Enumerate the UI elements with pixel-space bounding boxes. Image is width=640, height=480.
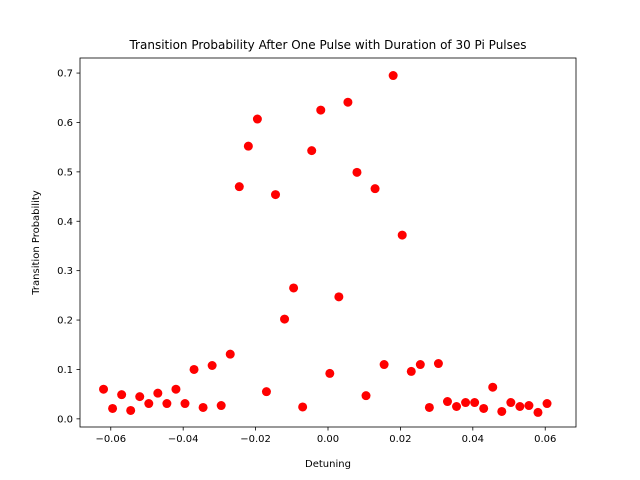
y-tick-label: 0.4 — [57, 217, 73, 228]
y-tick-label: 0.7 — [57, 69, 73, 80]
data-point — [126, 405, 136, 415]
data-point — [488, 382, 498, 392]
x-tick-label: 0.02 — [389, 434, 411, 445]
data-point — [506, 398, 516, 408]
data-point — [352, 167, 362, 177]
data-point — [108, 403, 118, 413]
data-point — [388, 71, 398, 81]
y-tick-label: 0.5 — [57, 167, 73, 178]
x-tick-label: −0.04 — [168, 434, 199, 445]
y-tick-label: 0.0 — [57, 414, 73, 425]
data-point — [252, 114, 262, 124]
data-point — [216, 401, 226, 411]
data-point — [271, 190, 281, 200]
data-point — [162, 399, 172, 409]
data-point — [298, 402, 308, 412]
data-point — [343, 97, 353, 107]
points-layer — [99, 71, 552, 417]
x-axis: −0.06 −0.04 −0.02 0.00 0.02 0.04 0.06 — [95, 427, 556, 445]
data-point — [370, 184, 380, 194]
data-point — [442, 397, 452, 407]
data-point — [189, 364, 199, 374]
y-axis: 0.0 0.1 0.2 0.3 0.4 0.5 0.6 0.7 — [57, 69, 80, 425]
data-point — [533, 407, 543, 417]
data-point — [280, 314, 290, 324]
data-point — [397, 230, 407, 240]
data-point — [497, 406, 507, 416]
y-tick-label: 0.3 — [57, 266, 73, 277]
x-tick-label: −0.06 — [95, 434, 126, 445]
data-point — [361, 391, 371, 401]
data-point — [325, 368, 335, 378]
data-point — [334, 292, 344, 302]
data-point — [198, 402, 208, 412]
data-point — [261, 387, 271, 397]
data-point — [406, 366, 416, 376]
x-axis-label: Detuning — [305, 459, 351, 470]
data-point — [479, 403, 489, 413]
data-point — [515, 402, 525, 411]
x-tick-label: 0.04 — [462, 434, 484, 445]
data-point — [542, 399, 552, 409]
data-point — [379, 360, 389, 370]
data-point — [470, 398, 480, 408]
x-tick-label: −0.02 — [240, 434, 271, 445]
y-axis-label: Transition Probability — [31, 190, 42, 295]
data-point — [316, 105, 326, 115]
data-point — [307, 146, 317, 156]
data-point — [180, 399, 190, 409]
data-point — [135, 392, 145, 402]
data-point — [452, 402, 462, 411]
data-point — [225, 349, 235, 359]
data-point — [433, 359, 443, 369]
data-point — [424, 402, 434, 412]
data-point — [207, 361, 217, 370]
data-point — [415, 360, 425, 370]
chart-title: Transition Probability After One Pulse w… — [128, 38, 526, 52]
data-point — [99, 384, 109, 394]
data-point — [171, 384, 181, 394]
y-tick-label: 0.6 — [57, 118, 73, 129]
data-point — [461, 398, 471, 408]
data-point — [117, 390, 127, 400]
x-tick-label: 0.06 — [534, 434, 556, 445]
y-tick-label: 0.1 — [57, 365, 73, 376]
data-point — [243, 141, 253, 151]
data-point — [234, 182, 244, 192]
data-point — [153, 388, 163, 398]
y-tick-label: 0.2 — [57, 316, 73, 327]
data-point — [289, 283, 299, 293]
data-point — [144, 399, 154, 409]
data-point — [524, 401, 534, 411]
x-tick-label: 0.00 — [317, 434, 339, 445]
